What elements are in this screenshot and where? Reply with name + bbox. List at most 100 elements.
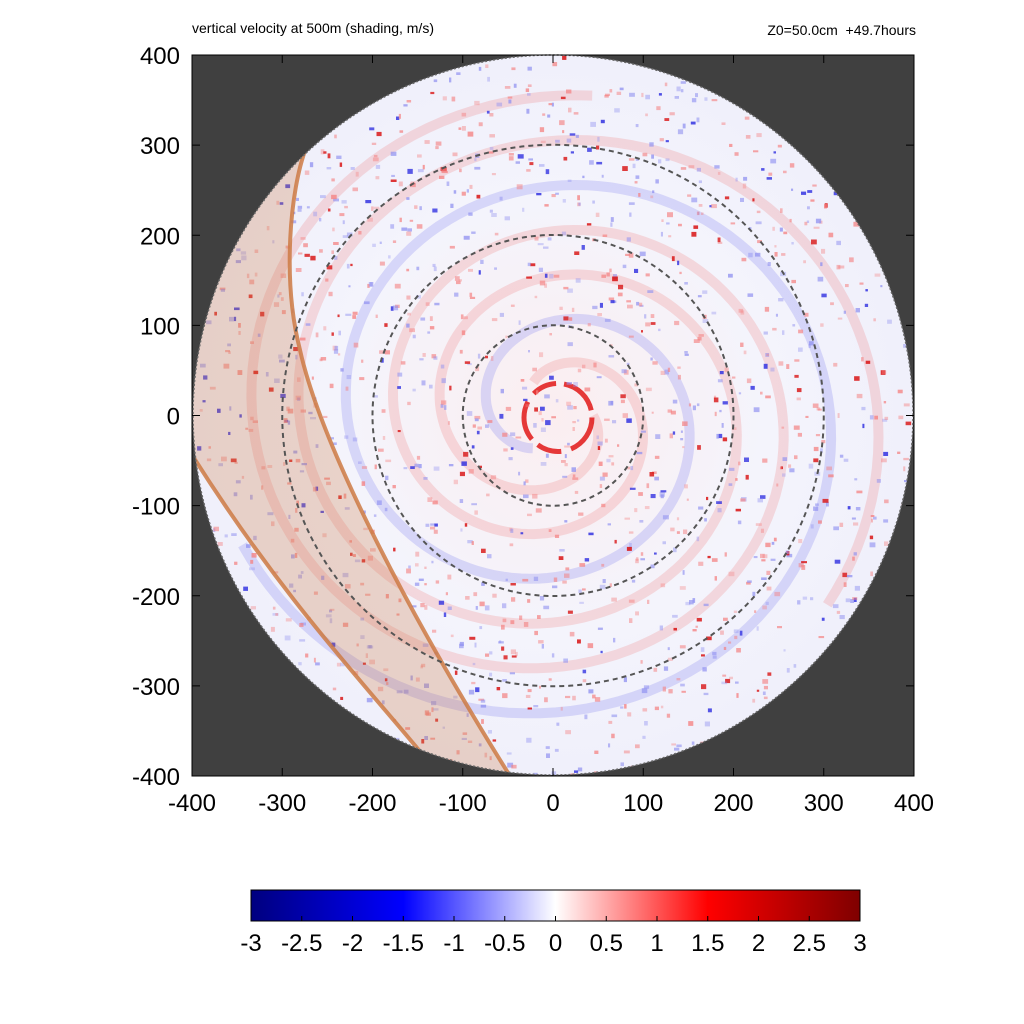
field-speckle xyxy=(538,411,542,416)
field-speckle xyxy=(515,651,518,657)
field-speckle xyxy=(652,471,657,474)
field-speckle xyxy=(781,426,785,429)
field-speckle xyxy=(372,243,376,247)
field-speckle xyxy=(398,113,401,119)
field-speckle xyxy=(660,370,666,375)
field-speckle xyxy=(573,112,579,115)
field-speckle xyxy=(416,295,421,299)
field-speckle xyxy=(813,458,819,463)
field-speckle xyxy=(340,368,344,372)
field-speckle xyxy=(295,354,298,360)
field-speckle xyxy=(811,239,817,245)
field-speckle xyxy=(629,92,635,97)
field-speckle xyxy=(305,323,311,326)
x-tick-label: 0 xyxy=(546,790,559,817)
field-speckle xyxy=(604,93,610,96)
field-speckle xyxy=(452,152,458,157)
field-speckle xyxy=(632,163,636,169)
field-speckle xyxy=(344,507,350,510)
field-speckle xyxy=(472,662,476,666)
field-speckle xyxy=(642,708,648,712)
field-speckle xyxy=(383,668,389,672)
field-speckle xyxy=(421,663,426,668)
field-speckle xyxy=(359,377,365,381)
field-speckle xyxy=(315,444,319,448)
field-speckle xyxy=(559,306,563,310)
field-speckle xyxy=(490,356,494,361)
field-speckle xyxy=(786,553,793,558)
field-speckle xyxy=(650,357,653,361)
field-speckle xyxy=(288,514,291,519)
field-speckle xyxy=(529,162,534,166)
field-speckle xyxy=(773,537,777,542)
field-speckle xyxy=(422,643,429,647)
field-speckle xyxy=(396,116,400,120)
field-speckle xyxy=(408,565,411,569)
field-speckle xyxy=(565,567,570,571)
field-speckle xyxy=(757,240,762,244)
field-speckle xyxy=(526,108,530,114)
field-speckle xyxy=(593,362,597,368)
field-speckle xyxy=(526,169,531,172)
field-speckle xyxy=(673,547,677,553)
field-speckle xyxy=(406,197,410,200)
field-speckle xyxy=(619,87,624,91)
field-speckle xyxy=(553,577,558,582)
field-speckle xyxy=(650,322,656,325)
field-speckle xyxy=(839,454,844,458)
field-speckle xyxy=(352,311,358,315)
field-speckle xyxy=(388,255,391,259)
field-speckle xyxy=(702,290,708,294)
field-speckle xyxy=(740,197,744,202)
field-speckle xyxy=(369,659,375,665)
field-speckle xyxy=(326,481,331,486)
field-speckle xyxy=(802,596,808,600)
field-speckle xyxy=(565,695,571,699)
field-speckle xyxy=(564,454,567,459)
field-speckle xyxy=(903,344,909,348)
field-speckle xyxy=(475,687,480,693)
field-speckle xyxy=(563,156,568,161)
field-speckle xyxy=(350,263,353,267)
field-speckle xyxy=(611,597,617,602)
field-speckle xyxy=(456,72,461,75)
field-speckle xyxy=(298,574,302,579)
field-speckle xyxy=(753,556,758,559)
field-speckle xyxy=(555,399,559,403)
field-speckle xyxy=(594,750,599,754)
field-speckle xyxy=(604,318,611,322)
field-speckle xyxy=(508,99,512,104)
field-speckle xyxy=(511,67,516,71)
field-speckle xyxy=(354,559,361,563)
field-speckle xyxy=(424,566,427,569)
colorbar-tick-label: -1.5 xyxy=(383,930,424,957)
field-speckle xyxy=(418,464,422,469)
field-speckle xyxy=(502,603,507,609)
field-speckle xyxy=(549,273,554,279)
field-speckle xyxy=(422,353,426,357)
field-speckle xyxy=(741,257,747,262)
field-speckle xyxy=(551,653,555,658)
field-speckle xyxy=(416,224,423,229)
field-speckle xyxy=(541,418,544,422)
field-speckle xyxy=(698,561,704,566)
field-speckle xyxy=(523,622,529,627)
field-speckle xyxy=(604,418,610,421)
field-speckle xyxy=(469,292,473,297)
field-speckle xyxy=(527,707,532,710)
field-speckle xyxy=(406,568,411,574)
field-speckle xyxy=(461,112,467,117)
field-speckle xyxy=(527,689,532,693)
field-speckle xyxy=(220,288,225,292)
field-speckle xyxy=(568,317,573,321)
field-speckle xyxy=(230,458,237,463)
field-speckle xyxy=(515,436,522,439)
field-speckle xyxy=(340,662,345,667)
field-speckle xyxy=(707,708,712,713)
field-speckle xyxy=(793,664,797,668)
field-speckle xyxy=(469,296,476,299)
field-speckle xyxy=(838,265,845,269)
field-speckle xyxy=(365,653,368,658)
field-speckle xyxy=(768,172,773,176)
field-speckle xyxy=(415,551,420,557)
